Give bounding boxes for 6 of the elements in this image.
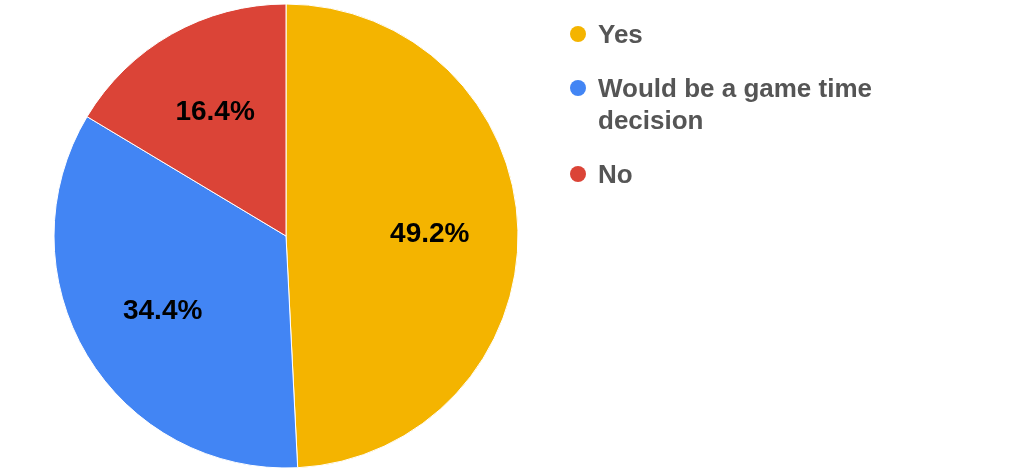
legend-label: Would be a game time decision (598, 73, 873, 135)
data-label: 34.4% (122, 294, 203, 326)
data-label: 49.2% (390, 216, 470, 248)
legend-label: Yes (598, 19, 643, 49)
legend-label: No (598, 159, 633, 189)
data-label: 16.4% (175, 95, 255, 127)
